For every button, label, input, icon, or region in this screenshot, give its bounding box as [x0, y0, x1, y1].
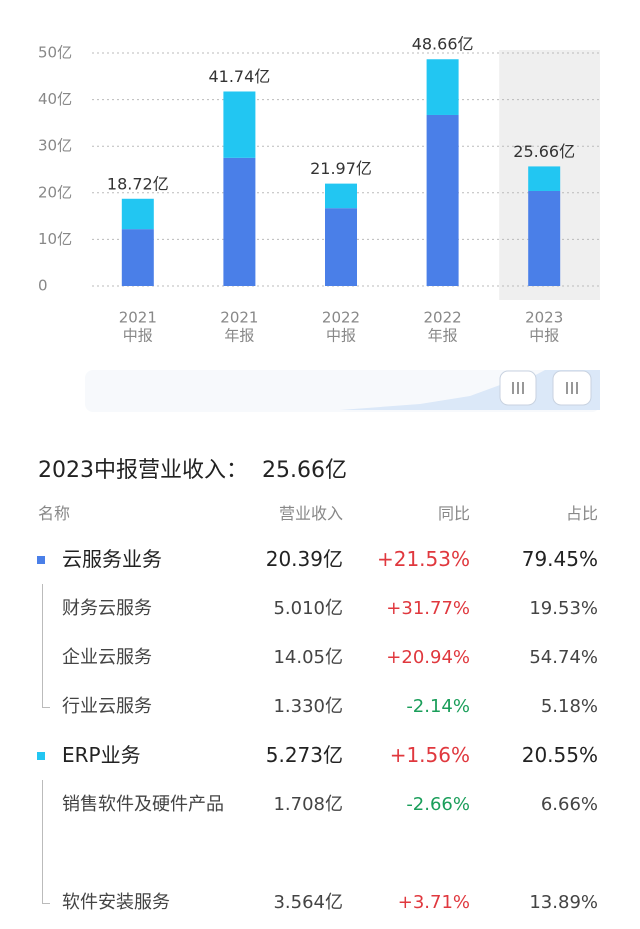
bar-segment	[426, 114, 459, 286]
bar-segment	[223, 157, 256, 286]
cell: -2.66%	[406, 794, 470, 815]
x-tick-label: 2022	[424, 309, 462, 327]
cell: 6.66%	[540, 794, 598, 815]
handle-grip	[512, 382, 578, 394]
bar-segment	[121, 229, 154, 286]
table-row: ERP业务 5.273亿 +1.56% 20.55%	[0, 731, 640, 780]
cell: 5.18%	[540, 696, 598, 717]
table-row: 行业云服务 1.330亿 -2.14% 5.18%	[0, 682, 640, 731]
header-cell: 名称	[38, 504, 71, 523]
tree-line	[42, 633, 43, 682]
x-tick-label: 中报	[529, 327, 559, 345]
cell: 79.45%	[521, 547, 598, 571]
y-tick-label: 10亿	[38, 230, 72, 248]
cell: 销售软件及硬件产品	[62, 794, 224, 815]
tree-line	[42, 780, 43, 878]
cell: 云服务业务	[62, 547, 162, 571]
cell: 20.39亿	[265, 547, 343, 571]
series-marker	[37, 751, 45, 760]
cell: 14.05亿	[273, 647, 343, 668]
table-row: 销售软件及硬件产品 1.708亿 -2.66% 6.66%	[0, 780, 640, 878]
bar-segment	[121, 198, 154, 230]
cell: 行业云服务	[62, 696, 152, 717]
total-label: 21.97亿	[310, 159, 372, 178]
cell: ERP业务	[62, 743, 141, 767]
cell: -2.14%	[406, 696, 470, 717]
cell: +3.71%	[397, 892, 470, 913]
cell: 企业云服务	[62, 647, 152, 668]
x-tick-label: 年报	[224, 327, 254, 345]
x-tick-label: 2021	[220, 309, 258, 327]
tree-line	[42, 682, 43, 707]
cell: 财务云服务	[62, 598, 152, 619]
bar-segment	[426, 59, 459, 115]
x-tick-label: 中报	[326, 327, 356, 345]
header-cell: 占比	[565, 504, 598, 523]
cell: 54.74%	[529, 647, 598, 668]
total-label: 18.72亿	[107, 174, 169, 193]
cell: 1.330亿	[273, 696, 343, 717]
series-marker	[37, 555, 45, 564]
y-tick-label: 20亿	[38, 183, 72, 201]
y-tick-label: 40亿	[38, 90, 72, 108]
bar-segment	[223, 91, 256, 158]
cell: 20.55%	[521, 743, 598, 767]
table-title: 2023中报营业收入： 25.66亿	[38, 452, 347, 484]
x-tick-label: 2022	[322, 309, 360, 327]
tree-hook	[42, 707, 50, 708]
cell: 3.564亿	[273, 892, 343, 913]
table-row: 财务云服务 5.010亿 +31.77% 19.53%	[0, 584, 640, 633]
tree-line	[42, 878, 43, 903]
y-tick-label: 30亿	[38, 137, 72, 155]
chart: 010亿20亿30亿40亿50亿18.72亿2021中报41.74亿2021年报…	[38, 35, 600, 412]
bar-segment	[325, 183, 357, 209]
bar-segment	[325, 208, 357, 286]
tree-line	[42, 584, 43, 633]
x-tick-label: 年报	[428, 327, 458, 345]
cell: +21.53%	[376, 547, 470, 571]
cell: +1.56%	[389, 743, 470, 767]
title-text: 2023中报营业收入：	[38, 458, 248, 483]
table-row: 云服务业务 20.39亿 +21.53% 79.45%	[0, 535, 640, 584]
y-tick-label: 50亿	[38, 44, 72, 62]
table-row: 软件安装服务 3.564亿 +3.71% 13.89%	[0, 878, 640, 927]
total-label: 25.66亿	[513, 142, 575, 161]
total-label: 48.66亿	[412, 35, 474, 54]
cell: 5.010亿	[273, 598, 343, 619]
cell: 19.53%	[529, 598, 598, 619]
cell: +20.94%	[386, 647, 470, 668]
header-cell: 营业收入	[278, 504, 343, 523]
bar-segment	[528, 166, 561, 191]
header-cell: 同比	[437, 504, 470, 523]
cell: +31.77%	[386, 598, 470, 619]
total-label: 41.74亿	[208, 67, 270, 86]
bar-segment	[528, 190, 561, 286]
cell: 5.273亿	[265, 743, 343, 767]
x-tick-label: 2023	[525, 309, 563, 327]
title-total: 25.66亿	[262, 458, 347, 483]
x-tick-label: 2021	[119, 309, 157, 327]
cell: 软件安装服务	[62, 892, 170, 913]
cell: 1.708亿	[273, 794, 343, 815]
table-row: 企业云服务 14.05亿 +20.94% 54.74%	[0, 633, 640, 682]
y-tick-label: 0	[38, 277, 48, 295]
tree-hook	[42, 903, 50, 904]
x-tick-label: 中报	[123, 327, 153, 345]
cell: 13.89%	[529, 892, 598, 913]
